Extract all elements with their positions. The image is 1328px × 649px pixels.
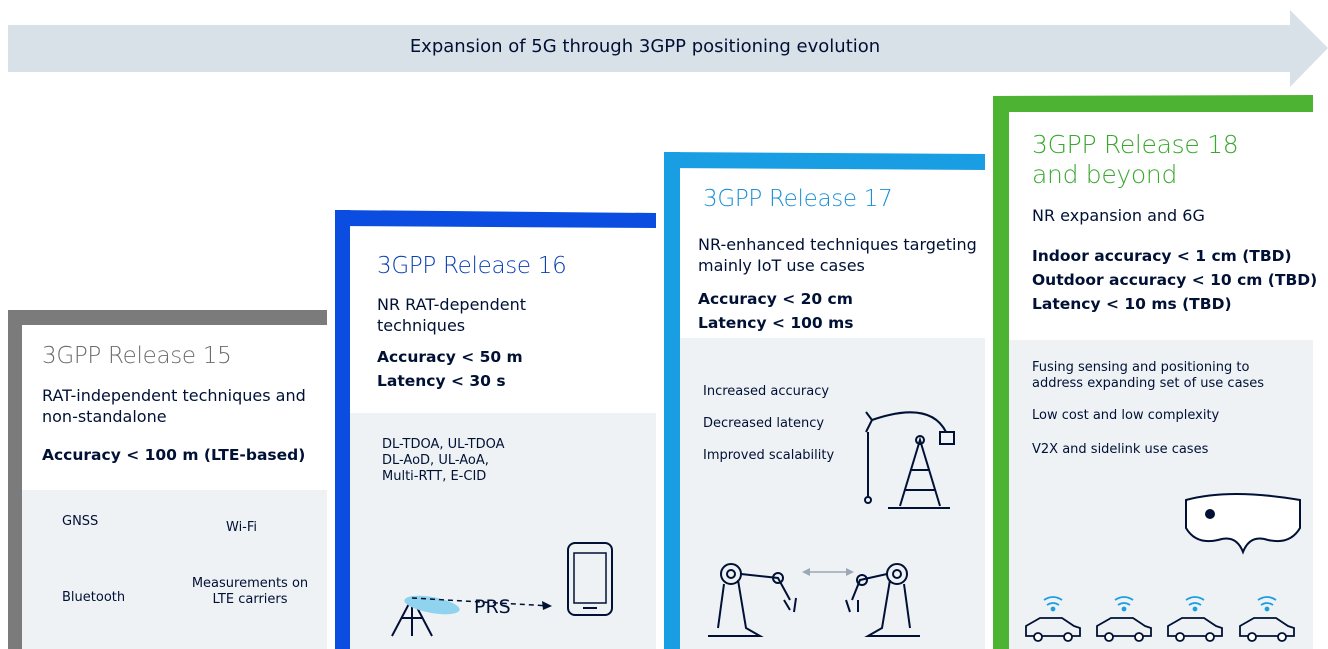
diagram-label: PRS (474, 596, 511, 618)
step-side (993, 96, 1009, 649)
metric: Latency < 30 s (377, 369, 506, 393)
feature: Bluetooth (62, 590, 125, 606)
headset-dot (1205, 509, 1215, 519)
metric: Latency < 10 ms (TBD) (1032, 292, 1232, 316)
release-subtitle: NR expansion and 6G (1032, 205, 1302, 226)
diagram-shapes (0, 0, 1328, 649)
step-top (993, 95, 1313, 112)
step-side (664, 152, 680, 649)
feature: Measurements on LTE carriers (190, 576, 310, 608)
feature: Wi-Fi (226, 520, 257, 536)
release-title: 3GPP Release 16 (377, 253, 566, 279)
step-top (664, 152, 985, 170)
release-subtitle: NR-enhanced techniques targeting mainly … (698, 234, 983, 276)
metric: Latency < 100 ms (698, 311, 854, 335)
metric: Outdoor accuracy < 10 cm (TBD) (1032, 268, 1317, 292)
release-title: 3GPP Release 15 (42, 343, 231, 369)
feature: Improved scalability (703, 448, 834, 464)
feature: Decreased latency (703, 416, 824, 432)
metric: Accuracy < 20 cm (698, 287, 853, 311)
feature: Multi-RTT, E-CID (382, 469, 486, 485)
release-subtitle: NR RAT-dependent techniques (377, 294, 567, 336)
release-title: 3GPP Release 18 and beyond (1032, 130, 1252, 190)
page: { "banner": "Expansion of 5G through 3GP… (0, 0, 1328, 649)
feature: GNSS (62, 514, 98, 530)
step-top (8, 310, 327, 325)
feature: V2X and sidelink use cases (1032, 442, 1208, 458)
release-subtitle: RAT-independent techniques and non-stand… (42, 385, 322, 427)
feature: Low cost and low complexity (1032, 408, 1219, 424)
step-side (335, 210, 350, 649)
banner-text: Expansion of 5G through 3GPP positioning… (0, 36, 1290, 57)
feature: DL-TDOA, UL-TDOA (382, 437, 505, 453)
step-top (335, 210, 656, 228)
feature: Increased accuracy (703, 384, 829, 400)
feature: Fusing sensing and positioning to addres… (1032, 360, 1292, 392)
metric: Accuracy < 100 m (LTE-based) (42, 443, 305, 467)
feature: DL-AoD, UL-AoA, (382, 453, 489, 469)
release-title: 3GPP Release 17 (703, 186, 892, 212)
step-side (8, 310, 22, 649)
metric: Accuracy < 50 m (377, 345, 523, 369)
metric: Indoor accuracy < 1 cm (TBD) (1032, 244, 1292, 268)
